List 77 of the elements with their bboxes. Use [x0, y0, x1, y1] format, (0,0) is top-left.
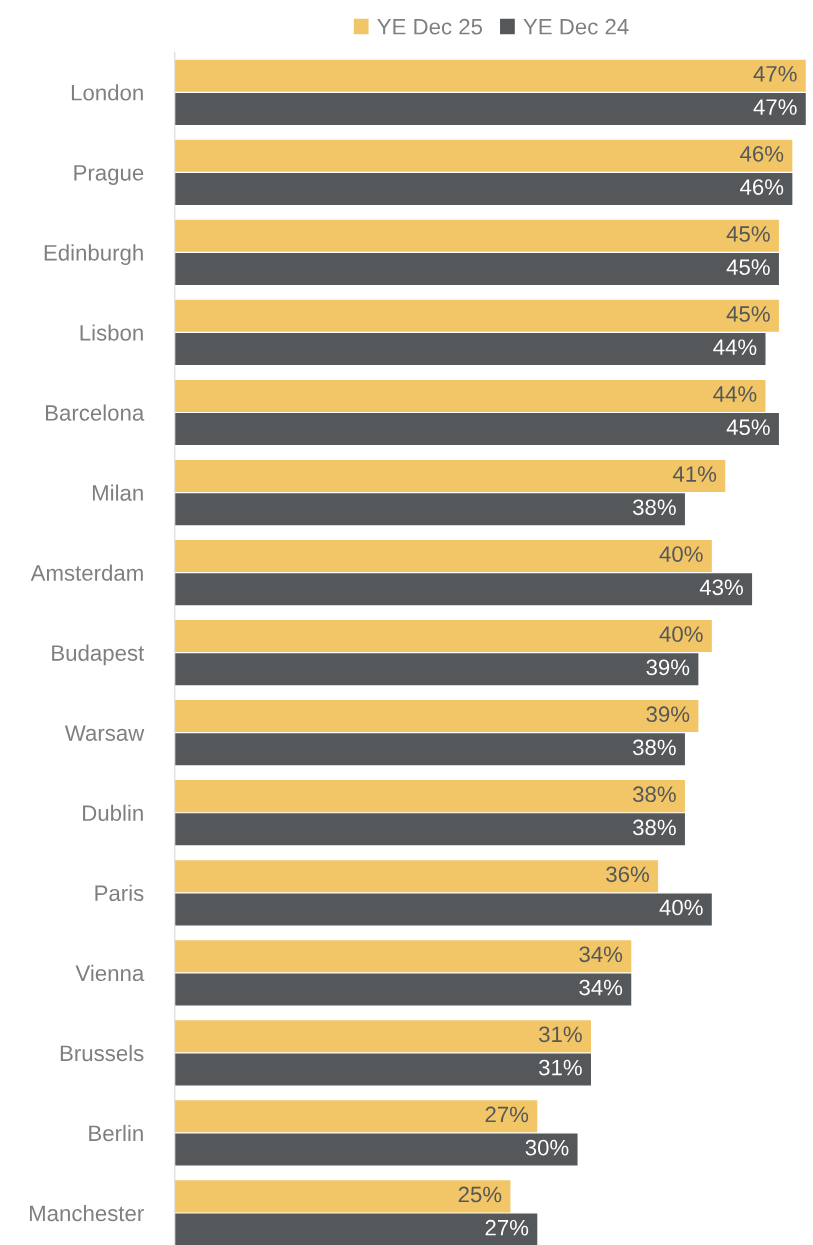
data-label: 45%	[726, 259, 770, 275]
data-label: 38%	[632, 499, 676, 516]
data-label: 45%	[726, 419, 770, 436]
y-tick-label: Vienna	[75, 964, 145, 982]
bar	[174, 172, 793, 205]
data-label: 47%	[753, 99, 797, 115]
data-label: 25%	[458, 1186, 502, 1203]
bar	[174, 92, 806, 125]
bar	[174, 1100, 538, 1133]
bar	[174, 379, 766, 412]
data-label: 38%	[632, 819, 676, 836]
bar	[174, 813, 685, 846]
data-label: 40%	[659, 899, 703, 916]
data-label: 38%	[632, 786, 676, 803]
bar	[174, 700, 699, 733]
bar	[174, 620, 712, 653]
bar	[174, 973, 632, 1006]
y-tick-label: Barcelona	[46, 404, 145, 421]
data-label: 36%	[606, 866, 649, 883]
bar	[174, 219, 779, 252]
bar	[174, 940, 632, 973]
data-label: 34%	[579, 946, 623, 963]
bar	[174, 860, 659, 893]
bar	[174, 893, 712, 926]
bar	[174, 780, 685, 813]
bar	[174, 653, 699, 686]
legend-label: YE Dec 24	[523, 18, 629, 35]
bar	[174, 1053, 591, 1086]
bar	[174, 1133, 578, 1166]
y-tick-label: Brussels	[60, 1044, 144, 1062]
data-label: 40%	[659, 626, 703, 642]
bar	[174, 139, 793, 172]
data-label: 30%	[525, 1139, 569, 1156]
bar	[174, 59, 806, 92]
data-label: 46%	[740, 145, 784, 162]
bar	[174, 1180, 511, 1213]
bar	[174, 299, 779, 332]
bar	[174, 733, 685, 766]
data-label: 38%	[632, 739, 676, 756]
y-tick-label: Budapest	[52, 644, 145, 666]
y-tick-label: London	[71, 84, 143, 101]
bar	[174, 493, 685, 526]
y-tick-label: Dublin	[83, 804, 143, 822]
data-label: 27%	[485, 1219, 529, 1236]
y-tick-label: Berlin	[89, 1124, 143, 1142]
data-label: 39%	[646, 706, 690, 723]
data-label: 45%	[726, 226, 770, 242]
data-label: 47%	[753, 66, 797, 82]
data-label: 39%	[646, 659, 690, 676]
data-label: 45%	[726, 306, 770, 322]
y-tick-label: Amsterdam	[30, 564, 143, 581]
data-label: 41%	[672, 466, 717, 482]
data-label: 44%	[713, 339, 757, 355]
y-tick-label: Milan	[92, 484, 143, 501]
data-label: 43%	[699, 579, 743, 596]
y-tick-label: Edinburgh	[44, 244, 143, 266]
data-label: 31%	[539, 1026, 582, 1043]
data-label: 40%	[659, 546, 703, 562]
bar	[174, 573, 753, 606]
data-label: 34%	[579, 979, 623, 996]
bar	[174, 1020, 591, 1053]
data-label: 31%	[539, 1059, 582, 1076]
data-label: 27%	[485, 1106, 529, 1123]
y-tick-label: Warsaw	[64, 725, 145, 741]
bar	[174, 333, 766, 366]
data-label: 44%	[713, 386, 757, 402]
bar	[174, 1213, 538, 1245]
y-tick-label: Lisbon	[80, 324, 143, 341]
bar	[174, 539, 712, 572]
legend-label: YE Dec 25	[377, 18, 483, 35]
y-tick-label: Manchester	[29, 1204, 144, 1222]
y-tick-label: Paris	[95, 884, 144, 902]
bar	[174, 459, 726, 492]
bar	[174, 413, 779, 446]
y-tick-label: Prague	[74, 165, 144, 186]
data-label: 46%	[740, 179, 784, 195]
bar	[174, 253, 779, 286]
